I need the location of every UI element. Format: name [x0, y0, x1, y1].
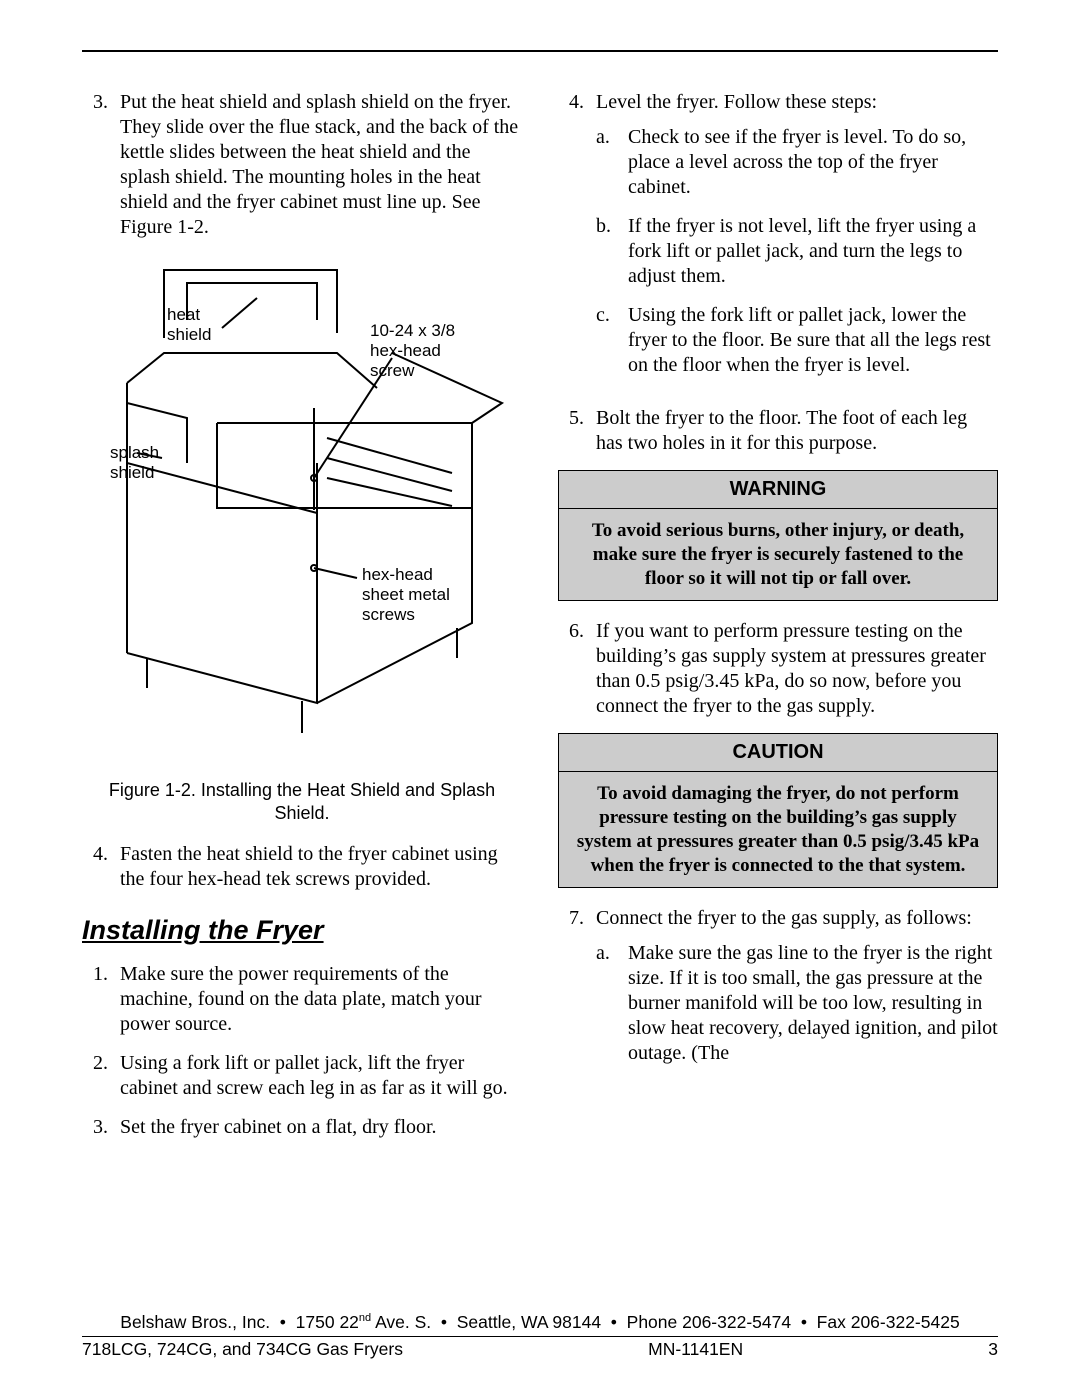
list-item: 4. Fasten the heat shield to the fryer c…: [82, 842, 522, 892]
list-body: Set the fryer cabinet on a flat, dry flo…: [120, 1115, 522, 1140]
figure-1-2: heat shield 10-24 x 3/8 hex-head screw s…: [82, 258, 522, 765]
list-sub-item: b. If the fryer is not level, lift the f…: [596, 214, 998, 289]
footer-company: Belshaw Bros., Inc.: [120, 1312, 270, 1332]
right-list-3: 7. Connect the fryer to the gas supply, …: [558, 906, 998, 1080]
list-marker: 4.: [82, 842, 120, 892]
left-continued-list: 3. Put the heat shield and splash shield…: [82, 90, 522, 240]
list-item: 5. Bolt the fryer to the floor. The foot…: [558, 406, 998, 456]
step7-text: Connect the fryer to the gas supply, as …: [596, 907, 972, 929]
fryer-diagram-svg: heat shield 10-24 x 3/8 hex-head screw s…: [92, 258, 512, 758]
sub-marker: c.: [596, 303, 628, 378]
list-body: Using a fork lift or pallet jack, lift t…: [120, 1051, 522, 1101]
list-body: Fasten the heat shield to the fryer cabi…: [120, 842, 522, 892]
sub-body: If the fryer is not level, lift the frye…: [628, 214, 998, 289]
caution-head: CAUTION: [559, 734, 997, 772]
sub-marker: a.: [596, 125, 628, 200]
list-marker: 7.: [558, 906, 596, 1080]
step7-sublist: a. Make sure the gas line to the fryer i…: [596, 941, 998, 1066]
label-sms3: screws: [362, 605, 415, 624]
list-marker: 2.: [82, 1051, 120, 1101]
list-item: 1. Make sure the power requirements of t…: [82, 962, 522, 1037]
footer-city: Seattle, WA 98144: [457, 1312, 601, 1332]
left-list-cont2: 4. Fasten the heat shield to the fryer c…: [82, 842, 522, 892]
left-column: 3. Put the heat shield and splash shield…: [82, 90, 522, 1154]
footer-fax: Fax 206-322-5425: [817, 1312, 960, 1332]
footer-row2: 718LCG, 724CG, and 734CG Gas Fryers MN-1…: [82, 1339, 998, 1361]
label-screw3: screw: [370, 361, 415, 380]
list-body: Put the heat shield and splash shield on…: [120, 90, 522, 240]
caution-box: CAUTION To avoid damaging the fryer, do …: [558, 733, 998, 888]
right-list-2: 6. If you want to perform pressure testi…: [558, 619, 998, 719]
label-screw1: 10-24 x 3/8: [370, 321, 455, 340]
sub-body: Check to see if the fryer is level. To d…: [628, 125, 998, 200]
footer-street-post: Ave. S.: [371, 1312, 431, 1332]
footer-product: 718LCG, 724CG, and 734CG Gas Fryers: [82, 1339, 403, 1361]
label-splash2: shield: [110, 463, 154, 482]
list-marker: 4.: [558, 90, 596, 392]
list-item: 2. Using a fork lift or pallet jack, lif…: [82, 1051, 522, 1101]
caution-body: To avoid damaging the fryer, do not perf…: [559, 772, 997, 887]
sub-body: Make sure the gas line to the fryer is t…: [628, 941, 998, 1066]
list-marker: 3.: [82, 90, 120, 240]
sub-marker: a.: [596, 941, 628, 1066]
step4-text: Level the fryer. Follow these steps:: [596, 91, 877, 113]
right-list: 4. Level the fryer. Follow these steps: …: [558, 90, 998, 456]
list-sub-item: c. Using the fork lift or pallet jack, l…: [596, 303, 998, 378]
footer-street-pre: 1750 22: [296, 1312, 359, 1332]
figure-caption: Figure 1-2. Installing the Heat Shield a…: [92, 779, 512, 824]
list-body: Make sure the power requirements of the …: [120, 962, 522, 1037]
label-sms2: sheet metal: [362, 585, 450, 604]
footer-street-sup: nd: [359, 1312, 371, 1324]
installing-list: 1. Make sure the power requirements of t…: [82, 962, 522, 1140]
list-item: 3. Put the heat shield and splash shield…: [82, 90, 522, 240]
list-item: 7. Connect the fryer to the gas supply, …: [558, 906, 998, 1080]
label-heat: heat: [167, 305, 200, 324]
list-marker: 6.: [558, 619, 596, 719]
list-marker: 5.: [558, 406, 596, 456]
list-sub-item: a. Check to see if the fryer is level. T…: [596, 125, 998, 200]
label-shield1: shield: [167, 325, 211, 344]
two-column-layout: 3. Put the heat shield and splash shield…: [82, 90, 998, 1154]
list-sub-item: a. Make sure the gas line to the fryer i…: [596, 941, 998, 1066]
list-marker: 1.: [82, 962, 120, 1037]
right-column: 4. Level the fryer. Follow these steps: …: [558, 90, 998, 1154]
list-item: 6. If you want to perform pressure testi…: [558, 619, 998, 719]
list-item: 3. Set the fryer cabinet on a flat, dry …: [82, 1115, 522, 1140]
list-body: Level the fryer. Follow these steps: a. …: [596, 90, 998, 392]
list-item: 4. Level the fryer. Follow these steps: …: [558, 90, 998, 392]
footer-address: Belshaw Bros., Inc. • 1750 22nd Ave. S. …: [82, 1312, 998, 1337]
top-rule: [82, 50, 998, 52]
footer-pagenum: 3: [988, 1339, 998, 1361]
footer-docnum: MN-1141EN: [648, 1339, 743, 1361]
section-heading: Installing the Fryer: [82, 914, 522, 948]
label-splash1: splash: [110, 443, 159, 462]
warning-box: WARNING To avoid serious burns, other in…: [558, 470, 998, 601]
list-body: If you want to perform pressure testing …: [596, 619, 998, 719]
step4-sublist: a. Check to see if the fryer is level. T…: [596, 125, 998, 378]
label-sms1: hex-head: [362, 565, 433, 584]
label-screw2: hex-head: [370, 341, 441, 360]
sub-body: Using the fork lift or pallet jack, lowe…: [628, 303, 998, 378]
list-body: Connect the fryer to the gas supply, as …: [596, 906, 998, 1080]
warning-body: To avoid serious burns, other injury, or…: [559, 509, 997, 600]
sub-marker: b.: [596, 214, 628, 289]
warning-head: WARNING: [559, 471, 997, 509]
page-footer: Belshaw Bros., Inc. • 1750 22nd Ave. S. …: [82, 1312, 998, 1361]
list-body: Bolt the fryer to the floor. The foot of…: [596, 406, 998, 456]
list-marker: 3.: [82, 1115, 120, 1140]
footer-phone: Phone 206-322-5474: [627, 1312, 791, 1332]
